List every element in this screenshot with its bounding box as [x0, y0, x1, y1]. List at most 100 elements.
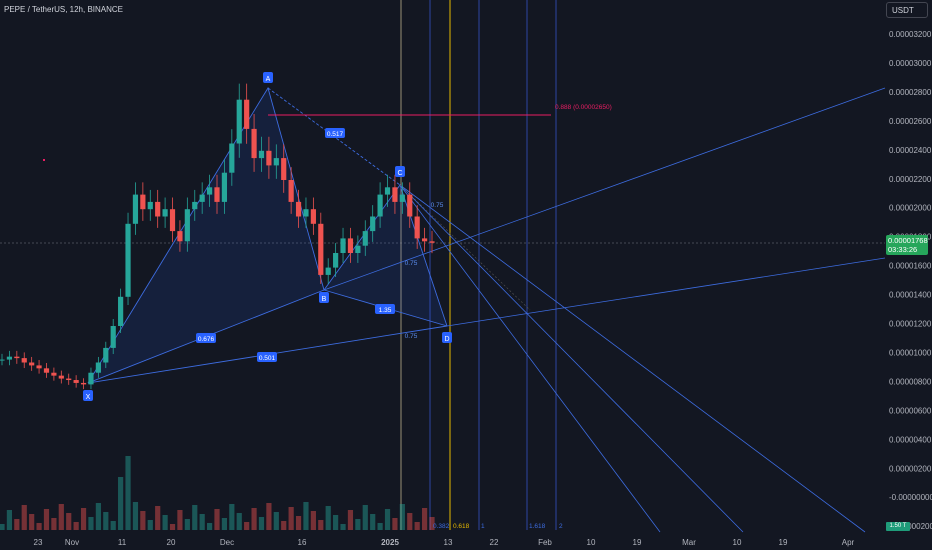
volume-bar — [414, 522, 420, 530]
volume-bar — [169, 524, 176, 530]
candle-body — [310, 209, 316, 224]
pattern-point-label: D — [444, 336, 449, 343]
fib-fan-rays[interactable] — [323, 87, 886, 533]
volume-bar — [421, 508, 428, 530]
candle-body — [169, 209, 176, 232]
candle-body — [266, 150, 272, 166]
candle-body — [244, 99, 250, 129]
volume-bar — [80, 508, 87, 530]
candle-body — [29, 362, 35, 366]
volume-tag: 1.50 T — [886, 522, 910, 531]
volume-bar — [288, 507, 294, 530]
candle-body — [184, 209, 190, 242]
candle-body — [206, 187, 213, 195]
candle-body — [281, 158, 287, 180]
currency-button[interactable]: USDT — [886, 2, 928, 18]
price-axis-label: 0.00002800 — [889, 88, 932, 97]
volume-bar — [14, 519, 20, 530]
volume-bar — [214, 509, 220, 530]
price-axis-label: 0.00003000 — [889, 59, 932, 68]
volume-bar — [155, 506, 161, 530]
candle-body — [73, 380, 79, 383]
time-fib-label: 0.618 — [453, 523, 470, 530]
candle-body — [192, 201, 198, 210]
pattern-point-label: X — [86, 394, 91, 401]
price-axis-label: 0.00002200 — [889, 175, 932, 184]
ratio-label: 0.501 — [259, 355, 276, 362]
candle-body — [399, 194, 405, 202]
marker-dot — [43, 159, 45, 161]
bcd-triangle[interactable] — [324, 185, 447, 326]
volume-bar — [140, 511, 146, 530]
time-axis-label: 16 — [298, 538, 307, 547]
volume-bar — [73, 522, 79, 530]
pattern-point-tag[interactable] — [442, 332, 452, 343]
volume-bar — [392, 518, 398, 530]
candle-body — [21, 358, 27, 363]
volume-bar — [125, 456, 131, 530]
ratio-tag[interactable] — [375, 304, 395, 314]
ratio-tag[interactable] — [325, 128, 345, 138]
candle-body — [36, 365, 42, 369]
candle-body — [340, 238, 346, 253]
candles[interactable] — [0, 83, 435, 390]
time-axis[interactable]: 23 Nov 11 20 Dec 16 2025 13 22 Feb 10 19 Mar 10 19 Apr — [34, 538, 855, 547]
volume-bar — [184, 519, 190, 530]
candle-body — [370, 216, 376, 232]
candle-body — [147, 201, 153, 210]
time-axis-label: Feb — [538, 538, 552, 547]
volume-bar — [251, 508, 257, 530]
candle-body — [110, 326, 116, 348]
pattern-point-tag[interactable] — [83, 390, 93, 401]
last-price-tag: 0.00001768 03:33:26 — [886, 235, 928, 255]
ratio-tag[interactable] — [257, 352, 277, 362]
pattern-point-tag[interactable] — [319, 292, 329, 303]
volume-bar — [258, 517, 265, 530]
xab-triangle[interactable] — [88, 88, 324, 383]
time-axis-label: Dec — [220, 538, 234, 547]
price-axis-label: 0.00000200 — [889, 464, 932, 473]
ratio-label: 0.75 — [405, 260, 418, 267]
price-axis-label: 0.00002000 — [889, 204, 932, 213]
time-axis-label: 19 — [633, 538, 642, 547]
candle-body — [295, 201, 302, 217]
time-fib-label: 0.382 — [433, 523, 450, 530]
volume-bar — [221, 518, 228, 530]
volume-bar — [162, 515, 168, 530]
ratio-tag[interactable] — [196, 333, 216, 343]
volume-bar — [266, 503, 272, 530]
price-axis-label: 0.00002400 — [889, 146, 932, 155]
last-price-value: 0.00001768 — [888, 236, 928, 245]
pattern-point-label: B — [322, 296, 327, 303]
volume-bar — [384, 509, 391, 530]
candle-body — [43, 368, 50, 373]
candle-body — [229, 143, 235, 173]
candle-body — [66, 378, 72, 381]
volume-bar — [303, 502, 309, 530]
volume-bar — [273, 512, 279, 530]
volume-bar — [370, 514, 376, 530]
candle-body — [355, 245, 361, 253]
pattern-point-tag[interactable] — [263, 72, 273, 83]
pattern-point-tag[interactable] — [395, 166, 405, 177]
volume-bar — [199, 514, 205, 530]
volume-bar — [177, 510, 183, 530]
price-axis-label: 0.00000400 — [889, 435, 932, 444]
volume-bar — [399, 504, 405, 530]
candle-body — [392, 187, 398, 202]
time-axis-label: 23 — [34, 538, 43, 547]
volume-bar — [429, 517, 435, 530]
price-axis-label: -0.00000000 — [889, 493, 932, 502]
price-axis[interactable]: 0.00003200 0.00003000 0.00002800 0.00002600… — [889, 30, 932, 531]
candle-body — [51, 372, 57, 376]
candle-body — [140, 194, 146, 210]
volume-bar — [51, 518, 57, 530]
candle-body — [258, 150, 265, 159]
volume-bar — [206, 523, 213, 530]
volume-bar — [0, 524, 5, 530]
time-axis-label: 22 — [490, 538, 499, 547]
candle-body — [421, 238, 428, 242]
time-fib-label: 1.618 — [529, 523, 546, 530]
